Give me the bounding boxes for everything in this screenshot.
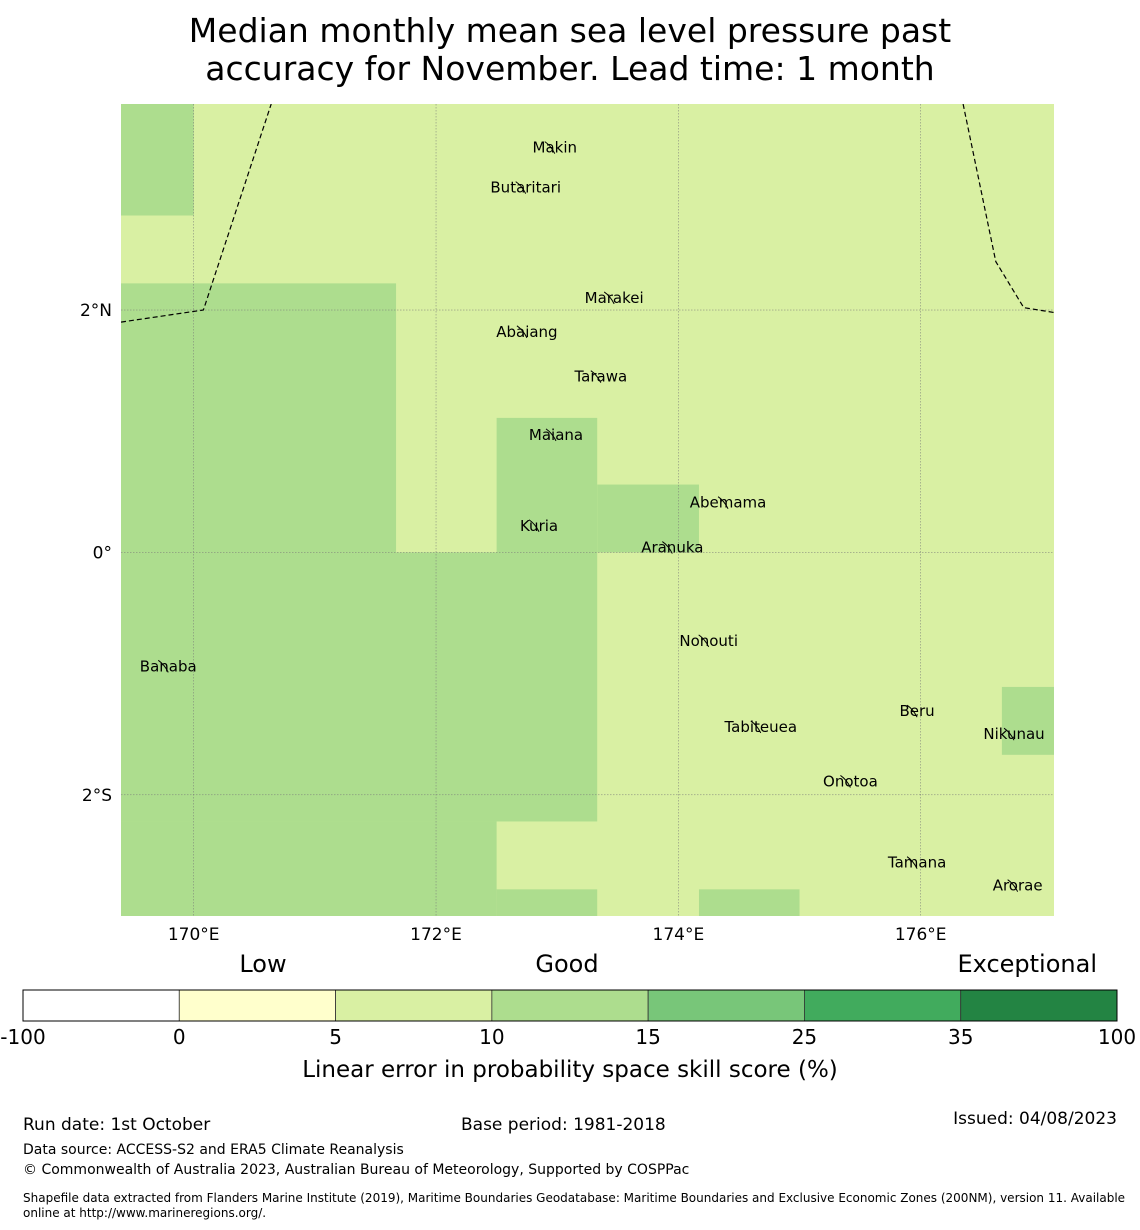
island-outline xyxy=(516,325,528,339)
island-outline xyxy=(906,704,918,718)
skill-cell xyxy=(597,484,699,553)
island-label: Abaiang xyxy=(496,323,557,341)
lon-tick-label: 176°E xyxy=(895,925,947,945)
legend-tick-label: 0 xyxy=(173,1025,186,1049)
skill-cell xyxy=(496,889,598,916)
island-outline xyxy=(1007,879,1019,892)
island-outline xyxy=(590,370,602,383)
legend-swatch xyxy=(22,989,180,1022)
legend-frame xyxy=(22,989,1118,1022)
legend-swatch xyxy=(647,989,805,1022)
chart-title-line-1: Median monthly mean sea level pressure p… xyxy=(188,11,952,50)
island-label: Arorae xyxy=(993,877,1043,895)
island-outline xyxy=(717,496,729,509)
lat-tick-label: 2°N xyxy=(80,301,112,321)
island-label: Tabiteuea xyxy=(723,718,797,736)
island-outline xyxy=(603,291,615,305)
legend-quality-label: Good xyxy=(535,950,598,978)
lat-tick-label: 2°S xyxy=(82,786,112,806)
skill-cell xyxy=(496,417,598,553)
skill-cell xyxy=(1001,686,1054,755)
island-label: Abemama xyxy=(690,494,767,512)
lon-tick-label: 170°E xyxy=(168,925,220,945)
island-outline xyxy=(157,659,169,673)
eez-boundary xyxy=(962,104,1054,314)
island-label: Makin xyxy=(533,139,578,157)
island-label: Tamana xyxy=(887,854,946,872)
skill-cell xyxy=(121,283,397,553)
skill-cell xyxy=(698,889,800,916)
eez-boundary xyxy=(121,104,272,323)
shapefile-credit-line-1: Shapefile data extracted from Flanders M… xyxy=(23,1191,1126,1205)
legend-quality-label: Low xyxy=(239,950,286,978)
legend-tick-label: 5 xyxy=(329,1025,342,1049)
lat-tick-label: 0° xyxy=(93,543,112,563)
island-label: Marakei xyxy=(585,289,644,307)
island-outline xyxy=(698,634,710,648)
island-label: Kuria xyxy=(520,517,558,535)
legend-quality-label: Exceptional xyxy=(958,950,1098,978)
skill-score-map: Makin Butaritari Marakei Abaiang Tarawa Maian… xyxy=(0,104,1136,1083)
island-outline xyxy=(544,141,556,154)
island-outline xyxy=(545,428,557,442)
island-outline xyxy=(528,519,540,532)
legend-swatch xyxy=(178,989,336,1022)
lon-tick-label: 172°E xyxy=(410,925,462,945)
legend-tick-label: -100 xyxy=(0,1025,45,1049)
lon-tick-label: 174°E xyxy=(653,925,705,945)
legend-tick-label: 15 xyxy=(635,1025,660,1049)
copyright: © Commonwealth of Australia 2023, Austra… xyxy=(23,1162,690,1178)
legend-tick-label: 25 xyxy=(792,1025,817,1049)
island-outline xyxy=(750,720,762,734)
legend-tick-label: 35 xyxy=(948,1025,973,1049)
island-label: Onotoa xyxy=(823,772,878,790)
skill-cell xyxy=(121,552,598,822)
legend-tick-label: 100 xyxy=(1098,1025,1136,1049)
island-outline xyxy=(662,541,673,554)
island-label: Butaritari xyxy=(490,179,561,197)
island-label: Tarawa xyxy=(573,368,627,386)
data-source: Data source: ACCESS-S2 and ERA5 Climate … xyxy=(23,1142,404,1158)
island-outline xyxy=(515,181,527,194)
island-label: Nonouti xyxy=(679,632,738,650)
chart-title-line-2: accuracy for November. Lead time: 1 mont… xyxy=(205,49,935,88)
island-label: Banaba xyxy=(140,657,197,675)
legend-swatch xyxy=(804,989,962,1022)
island-outline xyxy=(1003,727,1015,741)
legend-swatch xyxy=(335,989,493,1022)
skill-cell xyxy=(121,821,497,916)
legend-swatch xyxy=(491,989,649,1022)
issued-date: Issued: 04/08/2023 xyxy=(953,1109,1117,1129)
island-label: Nikunau xyxy=(983,725,1044,743)
island-label: Beru xyxy=(899,702,934,720)
legend-tick-label: 10 xyxy=(479,1025,504,1049)
island-label: Aranuka xyxy=(641,539,703,557)
shapefile-credit-line-2: online at http://www.marineregions.org/. xyxy=(23,1206,267,1220)
island-outline xyxy=(906,856,918,869)
run-date: Run date: 1st October xyxy=(23,1115,211,1135)
legend-swatch xyxy=(960,989,1118,1022)
island-outline xyxy=(840,775,851,788)
base-period: Base period: 1981-2018 xyxy=(461,1115,666,1135)
island-label: Maiana xyxy=(529,426,583,444)
skill-cell xyxy=(121,104,194,216)
legend-axis-label: Linear error in probability space skill … xyxy=(302,1057,838,1083)
